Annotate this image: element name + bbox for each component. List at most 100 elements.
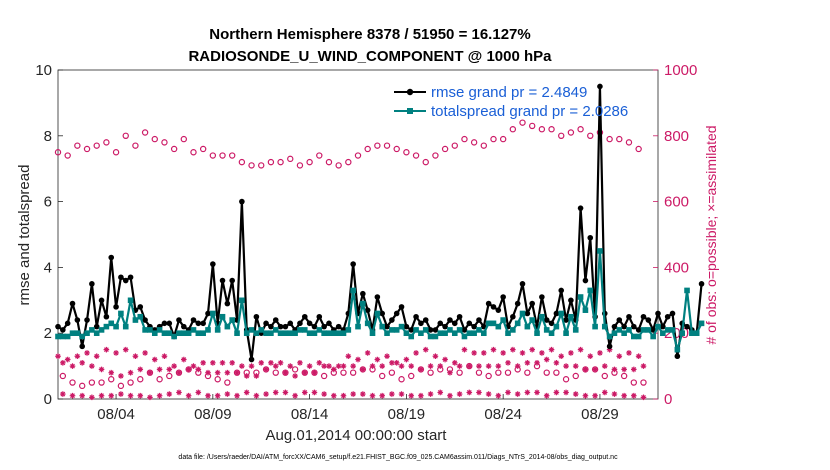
- obs-possible-marker: [548, 126, 555, 133]
- rmse-point: [64, 320, 71, 327]
- rmse-point: [495, 307, 502, 313]
- obs-assimilated-marker: [514, 391, 521, 397]
- spread-point: [93, 330, 100, 336]
- obs-assimilated-marker: [253, 392, 260, 399]
- obs-assimilated-marker: [529, 346, 535, 353]
- rmse-point: [514, 300, 521, 307]
- spread-point: [166, 330, 173, 336]
- obs-possible-marker: [137, 376, 144, 383]
- spread-point: [292, 330, 298, 336]
- spread-point: [234, 330, 240, 336]
- obs-assimilated-marker: [447, 369, 453, 376]
- obs-assimilated-marker: [224, 369, 231, 376]
- rmse-point: [437, 320, 444, 327]
- rmse-point: [79, 343, 85, 350]
- rmse-point: [563, 317, 569, 323]
- spread-point: [253, 330, 260, 336]
- obs-assimilated-marker: [635, 353, 642, 360]
- spread-point: [577, 294, 584, 300]
- rmse-point: [113, 304, 119, 310]
- obs-possible-marker: [98, 379, 105, 386]
- spread-point: [176, 330, 182, 336]
- spread-point: [442, 330, 448, 336]
- obs-possible-marker: [378, 372, 386, 380]
- spread-point: [132, 317, 139, 323]
- obs-possible-marker: [475, 369, 483, 376]
- rmse-point: [364, 307, 371, 313]
- spread-point: [185, 330, 192, 336]
- spread-point: [684, 287, 690, 294]
- spread-point: [679, 330, 685, 336]
- obs-assimilated-marker: [640, 363, 647, 369]
- spread-point: [403, 330, 410, 336]
- rmse-point: [422, 317, 429, 323]
- obs-possible-marker: [601, 372, 608, 380]
- rmse-point: [655, 310, 661, 317]
- spread-point: [461, 333, 468, 340]
- obs-assimilated-marker: [147, 394, 153, 401]
- rmse-point: [442, 323, 448, 330]
- rmse-point: [577, 205, 584, 211]
- obs-possible-marker: [78, 382, 86, 390]
- spread-point: [277, 330, 284, 336]
- obs-possible-marker: [320, 372, 328, 380]
- spread-point: [451, 330, 458, 336]
- obs-assimilated-marker: [563, 363, 569, 369]
- obs-assimilated-marker: [616, 353, 623, 360]
- spread-point: [306, 330, 313, 336]
- x-tick-label: 08/19: [388, 406, 426, 423]
- spread-point: [60, 333, 66, 340]
- spread-point: [355, 323, 361, 330]
- spread-point: [190, 327, 197, 333]
- obs-assimilated-marker: [360, 391, 366, 397]
- rmse-point: [539, 294, 545, 300]
- rmse-point: [350, 261, 356, 267]
- rmse-point: [74, 317, 81, 323]
- rmse-point: [176, 317, 182, 323]
- spread-point: [568, 313, 574, 320]
- obs-assimilated-marker: [190, 363, 197, 369]
- obs-assimilated-marker: [166, 391, 173, 397]
- obs-possible-marker: [403, 149, 410, 156]
- spread-point: [514, 320, 521, 327]
- rmse-point: [161, 320, 168, 327]
- obs-assimilated-marker: [272, 363, 279, 369]
- obs-assimilated-marker: [587, 353, 594, 360]
- obs-assimilated-marker: [413, 350, 419, 356]
- x-axis-label: Aug.01,2014 00:00:00 start: [266, 427, 448, 444]
- obs-assimilated-marker: [282, 369, 289, 376]
- rmse-point: [398, 304, 405, 310]
- obs-assimilated-marker: [277, 360, 284, 366]
- spread-point: [427, 333, 434, 340]
- obs-assimilated-marker: [534, 389, 540, 396]
- rmse-point: [393, 310, 400, 317]
- obs-assimilated-marker: [510, 346, 516, 353]
- spread-point: [364, 320, 371, 327]
- obs-possible-marker: [388, 369, 396, 376]
- rmse-point: [664, 313, 671, 320]
- rmse-point: [447, 317, 453, 323]
- obs-assimilated-marker: [597, 350, 603, 356]
- obs-possible-marker: [93, 142, 100, 149]
- obs-possible-marker: [132, 142, 139, 149]
- obs-possible-marker: [461, 135, 468, 143]
- obs-assimilated-marker: [543, 392, 550, 399]
- spread-point: [282, 330, 289, 336]
- spread-point: [103, 323, 110, 330]
- obs-possible-marker: [572, 372, 579, 380]
- obs-assimilated-marker: [306, 363, 313, 369]
- rmse-point: [219, 277, 226, 284]
- rmse-point: [640, 313, 647, 320]
- spread-point: [655, 323, 661, 330]
- obs-assimilated-marker: [451, 360, 458, 366]
- obs-possible-marker: [606, 135, 613, 143]
- spread-point: [340, 330, 347, 336]
- obs-assimilated-marker: [166, 366, 173, 373]
- obs-possible-marker: [64, 152, 71, 159]
- spread-point: [321, 330, 327, 336]
- obs-assimilated-marker: [272, 389, 279, 396]
- obs-possible-marker: [296, 162, 304, 169]
- x-tick-label: 08/24: [484, 406, 522, 423]
- rmse-point: [190, 317, 197, 323]
- obs-assimilated-marker: [142, 350, 148, 356]
